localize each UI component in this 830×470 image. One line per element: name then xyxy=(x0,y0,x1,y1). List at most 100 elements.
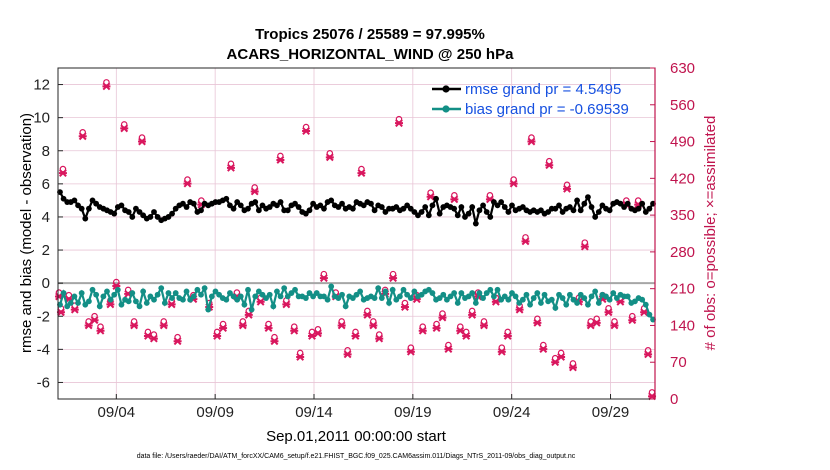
obs-assimilated-marker xyxy=(296,353,305,361)
bias-point xyxy=(274,288,280,295)
rmse-point xyxy=(183,204,190,210)
rmse-point xyxy=(237,202,244,209)
bias-point xyxy=(143,300,150,306)
bias-point xyxy=(357,288,364,295)
obs-assimilated-marker xyxy=(557,353,566,361)
obs-assimilated-marker xyxy=(256,297,265,306)
obs-assimilated-marker xyxy=(58,169,67,177)
rmse-point xyxy=(252,199,259,205)
bias-point xyxy=(158,285,165,292)
obs-assimilated-marker xyxy=(363,311,372,319)
obs-assimilated-marker xyxy=(480,321,489,330)
bias-point xyxy=(93,291,100,298)
bias-point xyxy=(480,295,486,301)
bias-point xyxy=(646,311,653,318)
bias-point xyxy=(270,303,277,310)
rmse-point xyxy=(125,209,132,215)
left-tick-label: -6 xyxy=(37,374,50,391)
obs-assimilated-marker xyxy=(84,321,93,330)
bias-point xyxy=(86,298,92,305)
legend-bias-marker xyxy=(442,105,450,113)
obs-assimilated-marker xyxy=(250,187,259,196)
obs-assimilated-marker xyxy=(563,184,572,193)
rmse-point xyxy=(585,194,591,200)
rmse-point xyxy=(57,189,63,196)
bias-point xyxy=(411,288,418,295)
obs-assimilated-marker xyxy=(640,308,649,317)
rmse-point xyxy=(129,214,136,220)
obs-assimilated-marker xyxy=(351,332,360,340)
rmse-point xyxy=(454,212,461,219)
bias-point xyxy=(487,286,494,293)
obs-assimilated-marker xyxy=(276,156,285,164)
obs-assimilated-marker xyxy=(238,321,247,330)
bias-point xyxy=(472,300,479,306)
obs-assimilated-marker xyxy=(389,274,398,283)
bias-point xyxy=(610,290,617,296)
bias-point xyxy=(342,303,349,310)
obs-assimilated-marker xyxy=(102,82,111,91)
bias-point xyxy=(241,301,248,308)
bias-point xyxy=(523,291,530,298)
obs-assimilated-marker xyxy=(515,305,524,314)
bias-point xyxy=(57,301,63,308)
rmse-point xyxy=(577,207,584,214)
rmse-point xyxy=(501,204,508,210)
rmse-point xyxy=(284,207,291,214)
bias-point xyxy=(429,290,436,296)
bias-point xyxy=(588,293,595,300)
obs-assimilated-marker xyxy=(604,308,613,317)
left-tick-label: 8 xyxy=(42,143,50,160)
bias-point xyxy=(161,300,168,306)
bias-point xyxy=(476,290,483,296)
bias-point xyxy=(165,290,172,296)
right-tick-label: 350 xyxy=(670,207,695,224)
bias-point xyxy=(328,283,335,290)
bias-point xyxy=(154,291,161,298)
x-axis-ticks: 09/04 09/09 09/14 09/19 09/24 09/29 xyxy=(98,394,629,421)
bias-point xyxy=(237,293,244,300)
bias-point xyxy=(469,290,476,296)
bias-point xyxy=(566,291,573,298)
obs-assimilated-marker xyxy=(90,316,99,325)
obs-assimilated-marker xyxy=(456,326,465,335)
bias-point xyxy=(100,293,107,300)
bias-point xyxy=(454,300,461,306)
right-tick-label: 0 xyxy=(670,391,678,408)
obs-assimilated-marker xyxy=(313,329,322,338)
obs-assimilated-marker xyxy=(527,137,536,146)
bias-point xyxy=(530,295,537,301)
x-tick-label: 09/24 xyxy=(493,404,531,421)
obs-assimilated-marker xyxy=(337,321,346,330)
rmse-point xyxy=(498,199,505,205)
obs-assimilated-marker xyxy=(491,297,500,306)
rmse-point xyxy=(82,215,89,222)
bias-point xyxy=(559,295,566,301)
bias-point xyxy=(386,300,392,306)
left-tick-label: 12 xyxy=(33,77,50,94)
obs-assimilated-marker xyxy=(533,318,542,327)
legend-rmse-marker xyxy=(442,85,450,93)
bias-point xyxy=(624,293,631,300)
obs-assimilated-marker xyxy=(468,311,477,319)
bias-point xyxy=(89,286,96,293)
bias-point xyxy=(606,296,613,303)
bias-point xyxy=(396,293,403,300)
bias-point xyxy=(183,288,190,295)
bias-point xyxy=(541,291,548,298)
bias-point xyxy=(136,303,143,310)
bias-point xyxy=(494,286,501,293)
bias-point xyxy=(527,301,533,308)
obs-assimilated-marker xyxy=(521,237,530,246)
left-tick-label: 2 xyxy=(42,242,50,259)
bias-point xyxy=(67,300,74,306)
obs-assimilated-marker xyxy=(375,334,384,343)
bias-point xyxy=(223,296,230,303)
rmse-point xyxy=(368,200,374,207)
bias-point xyxy=(389,286,396,293)
bias-point xyxy=(574,300,580,306)
rmse-point xyxy=(458,204,465,210)
left-tick-label: 10 xyxy=(33,110,50,127)
obs-assimilated-marker xyxy=(357,169,366,177)
